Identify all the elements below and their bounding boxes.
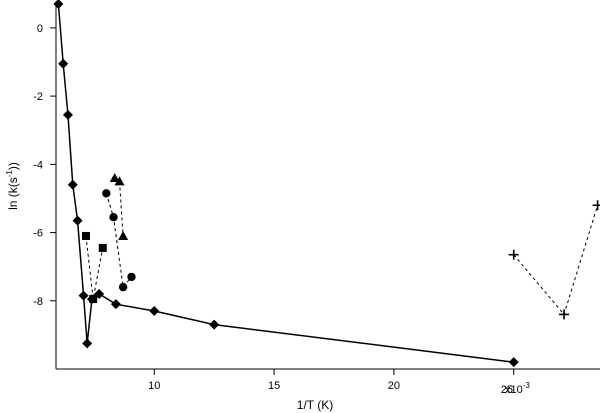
series-3-triangle-point-2	[118, 230, 129, 240]
series-2-circle-point-3	[127, 272, 136, 282]
y-tick-label--2: -2	[33, 91, 43, 103]
series-3-line	[114, 177, 124, 236]
y-tick-label-0: 0	[37, 23, 43, 35]
x-tick-label-15: 15	[268, 380, 280, 392]
series-0-diamond-point-10	[149, 306, 160, 317]
series-3-triangle-point-0	[109, 172, 120, 182]
x-axis-title: 1/T (K)	[297, 398, 333, 412]
series-0-diamond-point-9	[110, 299, 121, 310]
series-1-square-point-0	[81, 231, 90, 240]
series-2-circle-point-1	[109, 213, 118, 222]
series-0-diamond-point-5	[78, 290, 89, 301]
series-1-line	[85, 235, 104, 300]
x-tick-label-25: 25	[501, 384, 513, 396]
series-1-square-point-1	[89, 295, 98, 304]
y-axis-title-main: ln (k(s	[6, 177, 20, 210]
y-tick-label--8: -8	[33, 296, 43, 308]
series-2-line	[105, 193, 132, 289]
x-exponent-label: x10-3	[505, 381, 530, 396]
series-0-diamond-point-6	[82, 338, 93, 349]
series-4-plus-point-0	[508, 249, 519, 260]
series-0-diamond-point-4	[72, 215, 83, 226]
series-0-line	[57, 3, 514, 363]
x-tick-label-10: 10	[148, 380, 160, 392]
y-axis-title: ln (k(s-1))	[5, 162, 20, 210]
series-1-square-point-2	[98, 243, 107, 252]
series-0-diamond-point-1	[58, 58, 69, 69]
series-2-circle-point-0	[102, 189, 111, 198]
series-4-line	[513, 205, 599, 316]
series-0-diamond-point-3	[67, 179, 78, 190]
y-axis-ticks: 0 -2 -4 -6 -8	[33, 23, 56, 308]
y-axis-title-superscript: -1	[5, 170, 14, 178]
y-tick-label--4: -4	[33, 159, 43, 171]
series-0-diamond-point-2	[62, 109, 73, 120]
series-0-diamond-point-0	[53, 0, 64, 9]
series-0-diamond-point-11	[209, 319, 220, 330]
x-axis-ticks: 10 15 20 25	[148, 369, 515, 396]
plot-area: 10 15 20 25 0 -2 -4 -6 -8	[33, 0, 600, 396]
y-axis-title-end: ))	[6, 162, 20, 170]
y-tick-label--6: -6	[33, 228, 43, 240]
series-2-circle-point-2	[118, 282, 128, 292]
series-3-triangle-point-1	[114, 176, 125, 186]
series-4-plus-point-2	[592, 200, 600, 211]
series-layer	[53, 0, 600, 368]
x-exponent-superscript: -3	[523, 381, 531, 390]
series-4-plus-point-1	[559, 309, 570, 320]
x-tick-label-20: 20	[388, 380, 400, 392]
series-0-diamond-point-12	[508, 357, 519, 368]
